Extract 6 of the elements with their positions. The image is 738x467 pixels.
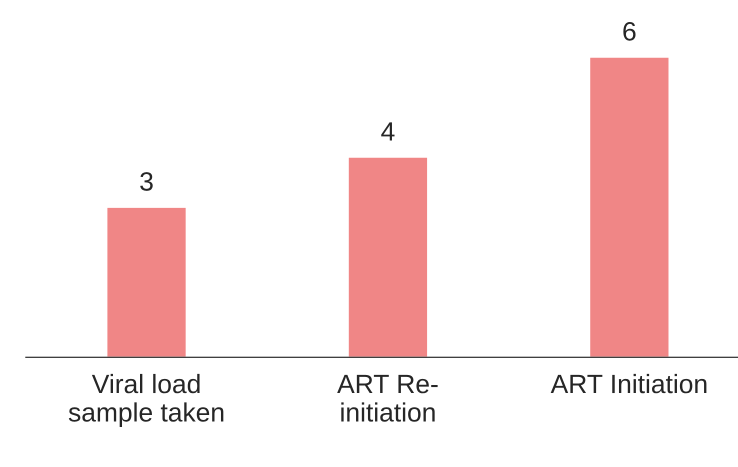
x-tick-label: Viral load sample taken xyxy=(68,374,224,427)
data-label: 4 xyxy=(381,122,395,141)
data-label: 3 xyxy=(140,172,153,191)
data-label: 6 xyxy=(623,22,636,41)
x-tick-label: ART Initiation xyxy=(550,374,706,394)
x-tick-label: ART Re- initiation xyxy=(337,374,438,422)
